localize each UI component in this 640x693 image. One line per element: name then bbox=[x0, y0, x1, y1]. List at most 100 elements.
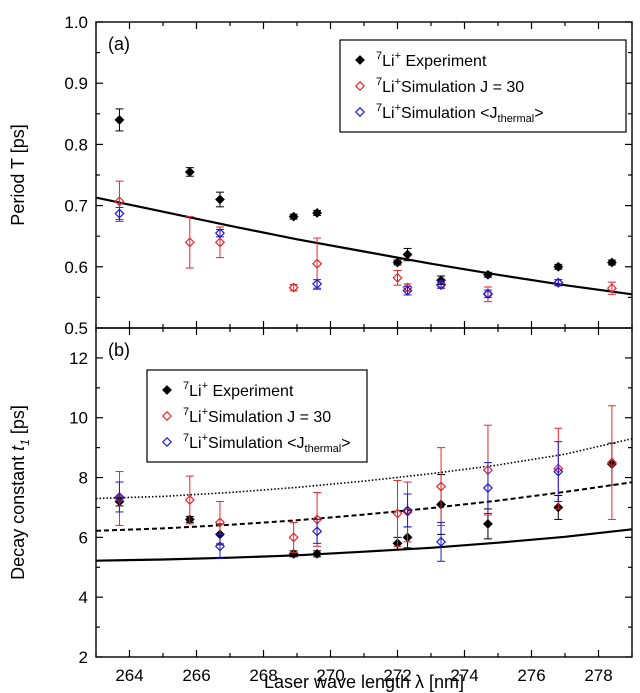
data-point bbox=[114, 491, 125, 503]
data-point bbox=[553, 261, 564, 272]
y-tick-label: 0.6 bbox=[64, 258, 88, 277]
legend-base: Li bbox=[382, 105, 394, 122]
data-point bbox=[553, 466, 564, 477]
y-tick-label: 0.7 bbox=[64, 197, 88, 216]
x-tick-label: 264 bbox=[115, 666, 143, 685]
legend-tail: > bbox=[534, 105, 543, 122]
legend-entry: 7Li+Simulation <Jthermal> bbox=[376, 102, 544, 125]
data-point bbox=[114, 208, 125, 219]
data-point bbox=[214, 541, 225, 552]
data-point bbox=[288, 282, 299, 293]
legend-ion: + bbox=[395, 102, 401, 114]
data-point bbox=[402, 505, 413, 516]
y-tick-label: 10 bbox=[69, 409, 88, 428]
panel-label: (b) bbox=[108, 340, 130, 360]
legend-marker bbox=[355, 55, 365, 65]
legend-label: Simulation <J bbox=[208, 435, 305, 452]
y-axis-title: Period T [ps] bbox=[8, 124, 28, 225]
x-tick-label: 276 bbox=[517, 666, 545, 685]
data-point bbox=[288, 532, 299, 543]
y-tick-label: 4 bbox=[79, 588, 88, 607]
data-point bbox=[312, 278, 323, 289]
x-axis-title: Laser wave length λ [nm] bbox=[264, 672, 464, 692]
legend-entry: 7Li+Simulation <Jthermal> bbox=[183, 432, 351, 455]
fit-curve-solid bbox=[95, 196, 633, 296]
data-point bbox=[606, 457, 617, 468]
legend-box bbox=[146, 369, 368, 463]
legend-sup: 7 bbox=[376, 50, 382, 62]
legend-label: Experiment bbox=[401, 53, 487, 70]
y-axis-title-text: Period T [ps] bbox=[8, 124, 28, 225]
data-point bbox=[606, 283, 617, 294]
data-point bbox=[392, 257, 403, 268]
y-tick-label: 2 bbox=[79, 648, 88, 667]
data-point bbox=[312, 526, 323, 537]
legend-sup: 7 bbox=[183, 380, 189, 392]
y-tick-label: 8 bbox=[79, 469, 88, 488]
data-point bbox=[436, 481, 447, 492]
fit-curve-dashed bbox=[95, 481, 633, 532]
legend-ion: + bbox=[202, 432, 208, 444]
legend-ion: + bbox=[395, 76, 401, 88]
x-tick-label: 266 bbox=[182, 666, 210, 685]
legend-marker bbox=[161, 436, 173, 448]
data-point bbox=[553, 277, 564, 288]
x-tick-label: 272 bbox=[383, 666, 411, 685]
x-tick-label: 274 bbox=[450, 666, 478, 685]
x-tick-label: 268 bbox=[249, 666, 277, 685]
legend-tail: > bbox=[341, 435, 350, 452]
data-point bbox=[312, 208, 323, 218]
data-point bbox=[214, 237, 225, 248]
legend-entry: 7Li+Simulation J = 30 bbox=[376, 76, 524, 96]
data-point bbox=[184, 494, 195, 506]
data-point bbox=[312, 258, 323, 269]
legend-label: Simulation J = 30 bbox=[401, 79, 524, 96]
data-point bbox=[114, 115, 125, 125]
data-point bbox=[402, 249, 413, 260]
data-point bbox=[482, 482, 493, 494]
data-point bbox=[436, 279, 447, 290]
legend-sup: 7 bbox=[183, 432, 189, 444]
x-tick-label: 270 bbox=[316, 666, 344, 685]
data-point bbox=[482, 288, 493, 299]
legend-base: Li bbox=[382, 79, 394, 96]
y-tick-label: 6 bbox=[79, 528, 88, 547]
legend-sup: 7 bbox=[376, 102, 382, 114]
x-tick-label: 278 bbox=[584, 666, 612, 685]
data-point bbox=[436, 536, 447, 547]
y-tick-label: 0.9 bbox=[64, 74, 88, 93]
data-point bbox=[402, 285, 413, 296]
data-point bbox=[606, 257, 617, 268]
legend-label: Experiment bbox=[208, 383, 294, 400]
y-axis-title-sub: 1 bbox=[18, 439, 32, 446]
data-point bbox=[184, 167, 195, 177]
legend-entry: 7Li+ Experiment bbox=[183, 380, 294, 400]
y-tick-label: 0.5 bbox=[64, 319, 88, 338]
y-axis-title-text: Decay constant bbox=[8, 456, 28, 580]
legend-ion: + bbox=[395, 50, 401, 62]
legend-ion: + bbox=[202, 380, 208, 392]
data-point bbox=[184, 237, 195, 248]
fit-curve-dotted bbox=[95, 437, 633, 500]
legend-marker bbox=[162, 385, 172, 395]
legend-sup: 7 bbox=[376, 76, 382, 88]
panel-b: 2 4 6 8 10 12 264 266 268 270 272 274 276 278 Decay co… bbox=[8, 327, 633, 685]
legend-base: Li bbox=[189, 435, 201, 452]
data-point bbox=[392, 508, 403, 519]
fit-curve-solid bbox=[95, 528, 633, 562]
data-point bbox=[312, 548, 323, 559]
data-point bbox=[114, 196, 125, 207]
legend-base: Li bbox=[189, 383, 201, 400]
data-point bbox=[214, 517, 225, 528]
legend-label: Simulation J = 30 bbox=[208, 409, 331, 426]
y-axis-title: Decay constant t1 [ps] bbox=[8, 405, 32, 580]
panel-label: (a) bbox=[108, 34, 130, 54]
y-axis-title-unit: [ps] bbox=[8, 405, 28, 439]
data-point bbox=[288, 211, 299, 222]
y-tick-label: 12 bbox=[69, 349, 88, 368]
legend-base: Li bbox=[382, 53, 394, 70]
legend-entry: 7Li+ Experiment bbox=[376, 50, 487, 70]
y-axis-title-symbol: t bbox=[8, 445, 28, 451]
